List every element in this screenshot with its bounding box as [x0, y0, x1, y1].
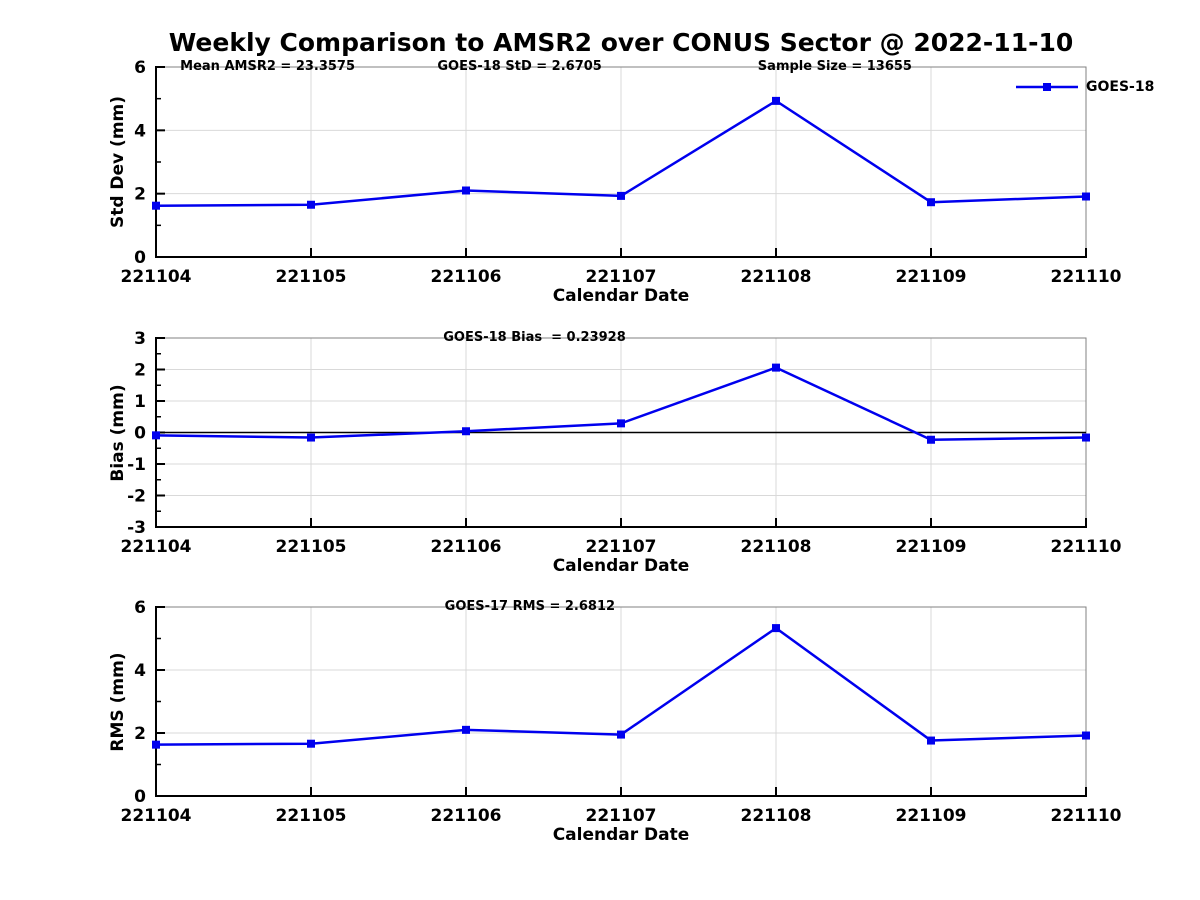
svg-text:221104: 221104	[121, 537, 192, 557]
svg-text:221104: 221104	[121, 806, 192, 826]
subplot-bias: -3 -2 -1 0 1 2 3 221104 221105 221106 221107 221108…	[121, 329, 1122, 557]
svg-text:221108: 221108	[741, 537, 812, 557]
annotation-goes18-bias: GOES-18 Bias = 0.23928	[443, 330, 626, 345]
svg-text:221105: 221105	[276, 537, 347, 557]
svg-text:221109: 221109	[896, 537, 967, 557]
subplot-std-dev: 0 2 4 6 221104 221105 221106 221107 221108 221109…	[121, 58, 1122, 287]
annotation-sample-size: Sample Size = 13655	[757, 59, 912, 74]
tick-marks	[155, 337, 1087, 528]
tick-marks	[155, 606, 1087, 797]
svg-text:2: 2	[134, 724, 146, 744]
annotation-goes18-std: GOES-18 StD = 2.6705	[437, 59, 602, 74]
svg-text:221104: 221104	[121, 267, 192, 287]
svg-text:221108: 221108	[741, 806, 812, 826]
data-markers-rms	[152, 624, 1090, 749]
gridlines	[156, 67, 1086, 257]
svg-text:0: 0	[134, 787, 146, 807]
svg-text:-2: -2	[127, 487, 146, 507]
svg-text:221110: 221110	[1051, 267, 1122, 287]
svg-text:221105: 221105	[276, 806, 347, 826]
svg-text:2: 2	[134, 361, 146, 381]
x-axis-label-calendar-date: Calendar Date	[552, 286, 690, 306]
svg-text:221106: 221106	[431, 537, 502, 557]
tick-labels: 0 2 4 6 221104 221105 221106 221107 221108 221109…	[121, 58, 1122, 287]
annotation-mean-amsr2: Mean AMSR2 = 23.3575	[180, 59, 356, 74]
legend: GOES-18	[1016, 79, 1154, 95]
tick-marks	[155, 66, 1087, 258]
svg-text:-1: -1	[127, 455, 146, 475]
legend-label: GOES-18	[1086, 79, 1155, 95]
svg-text:221105: 221105	[276, 267, 347, 287]
svg-text:221109: 221109	[896, 806, 967, 826]
svg-text:221109: 221109	[896, 267, 967, 287]
gridlines	[156, 607, 1086, 796]
data-markers-bias	[152, 363, 1090, 444]
svg-text:-3: -3	[127, 518, 146, 538]
svg-text:0: 0	[134, 424, 146, 444]
subplot-rms: 0 2 4 6 221104 221105 221106 221107 221108 221109…	[121, 598, 1122, 826]
legend-line-sample-icon	[1016, 83, 1078, 91]
svg-text:221106: 221106	[431, 806, 502, 826]
svg-text:0: 0	[134, 248, 146, 268]
svg-text:221108: 221108	[741, 267, 812, 287]
svg-text:221110: 221110	[1051, 806, 1122, 826]
y-axis-label-rms: RMS (mm)	[108, 651, 128, 752]
svg-text:221107: 221107	[586, 537, 657, 557]
tick-labels: 0 2 4 6 221104 221105 221106 221107 221108 221109…	[121, 598, 1122, 826]
svg-text:6: 6	[134, 598, 146, 618]
svg-text:4: 4	[134, 661, 146, 681]
x-axis-label-calendar-date: Calendar Date	[552, 556, 690, 576]
svg-text:4: 4	[134, 121, 146, 141]
svg-text:221107: 221107	[586, 806, 657, 826]
svg-text:3: 3	[134, 329, 146, 349]
annotation-goes17-rms: GOES-17 RMS = 2.6812	[444, 599, 616, 614]
svg-text:2: 2	[134, 185, 146, 205]
data-markers-std-dev	[152, 96, 1090, 210]
figure-title: Weekly Comparison to AMSR2 over CONUS Se…	[168, 28, 1074, 57]
tick-labels: -3 -2 -1 0 1 2 3 221104 221105 221106 221107 221108…	[121, 329, 1122, 557]
y-axis-label-std-dev: Std Dev (mm)	[108, 95, 128, 229]
svg-text:221107: 221107	[586, 267, 657, 287]
x-axis-label-calendar-date: Calendar Date	[552, 825, 690, 845]
svg-text:1: 1	[134, 392, 146, 412]
svg-text:6: 6	[134, 58, 146, 78]
y-axis-label-bias: Bias (mm)	[108, 383, 128, 482]
svg-text:221110: 221110	[1051, 537, 1122, 557]
svg-text:221106: 221106	[431, 267, 502, 287]
